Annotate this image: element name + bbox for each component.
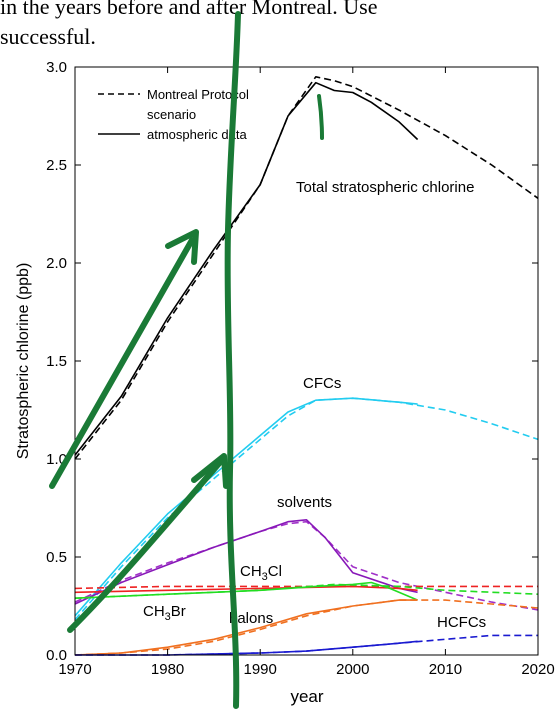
legend-scenario-label-2: scenario [147,107,196,122]
label-cfcs: CFCs [303,375,341,392]
x-tick-label: 1990 [244,661,277,678]
vertical-strike-stroke [228,14,238,706]
label-solvents: solvents [277,494,332,511]
y-tick-label: 2.0 [46,255,67,272]
label-ch3cl: CH3Cl [240,563,282,583]
y-tick-label: 1.5 [46,353,67,370]
plot-frame [75,67,538,655]
series-line-hcfcs-dashed [75,635,538,655]
y-axis-title: Stratospheric chlorine (ppb) [15,263,32,460]
legend: Montreal Protocol scenario atmospheric d… [98,87,249,142]
label-hcfcs: HCFCs [437,614,486,631]
y-tick-label: 0.5 [46,549,67,566]
label-ch3br: CH3Br [143,603,186,623]
x-tick-label: 1980 [151,661,184,678]
y-tick-label: 0.0 [46,647,67,664]
x-tick-label: 2000 [336,661,369,678]
y-tick-label: 2.5 [46,157,67,174]
x-axis-title: year [290,687,323,706]
tick-mark-stroke [319,96,322,138]
x-tick-label: 2020 [521,661,554,678]
label-total: Total stratospheric chlorine [296,179,474,196]
series-line-solvents-dashed [75,522,538,610]
arrow-upper-stroke [52,240,192,486]
x-tick-label: 2010 [429,661,462,678]
series-line-total-dashed [75,77,538,459]
y-tick-label: 3.0 [46,59,67,76]
